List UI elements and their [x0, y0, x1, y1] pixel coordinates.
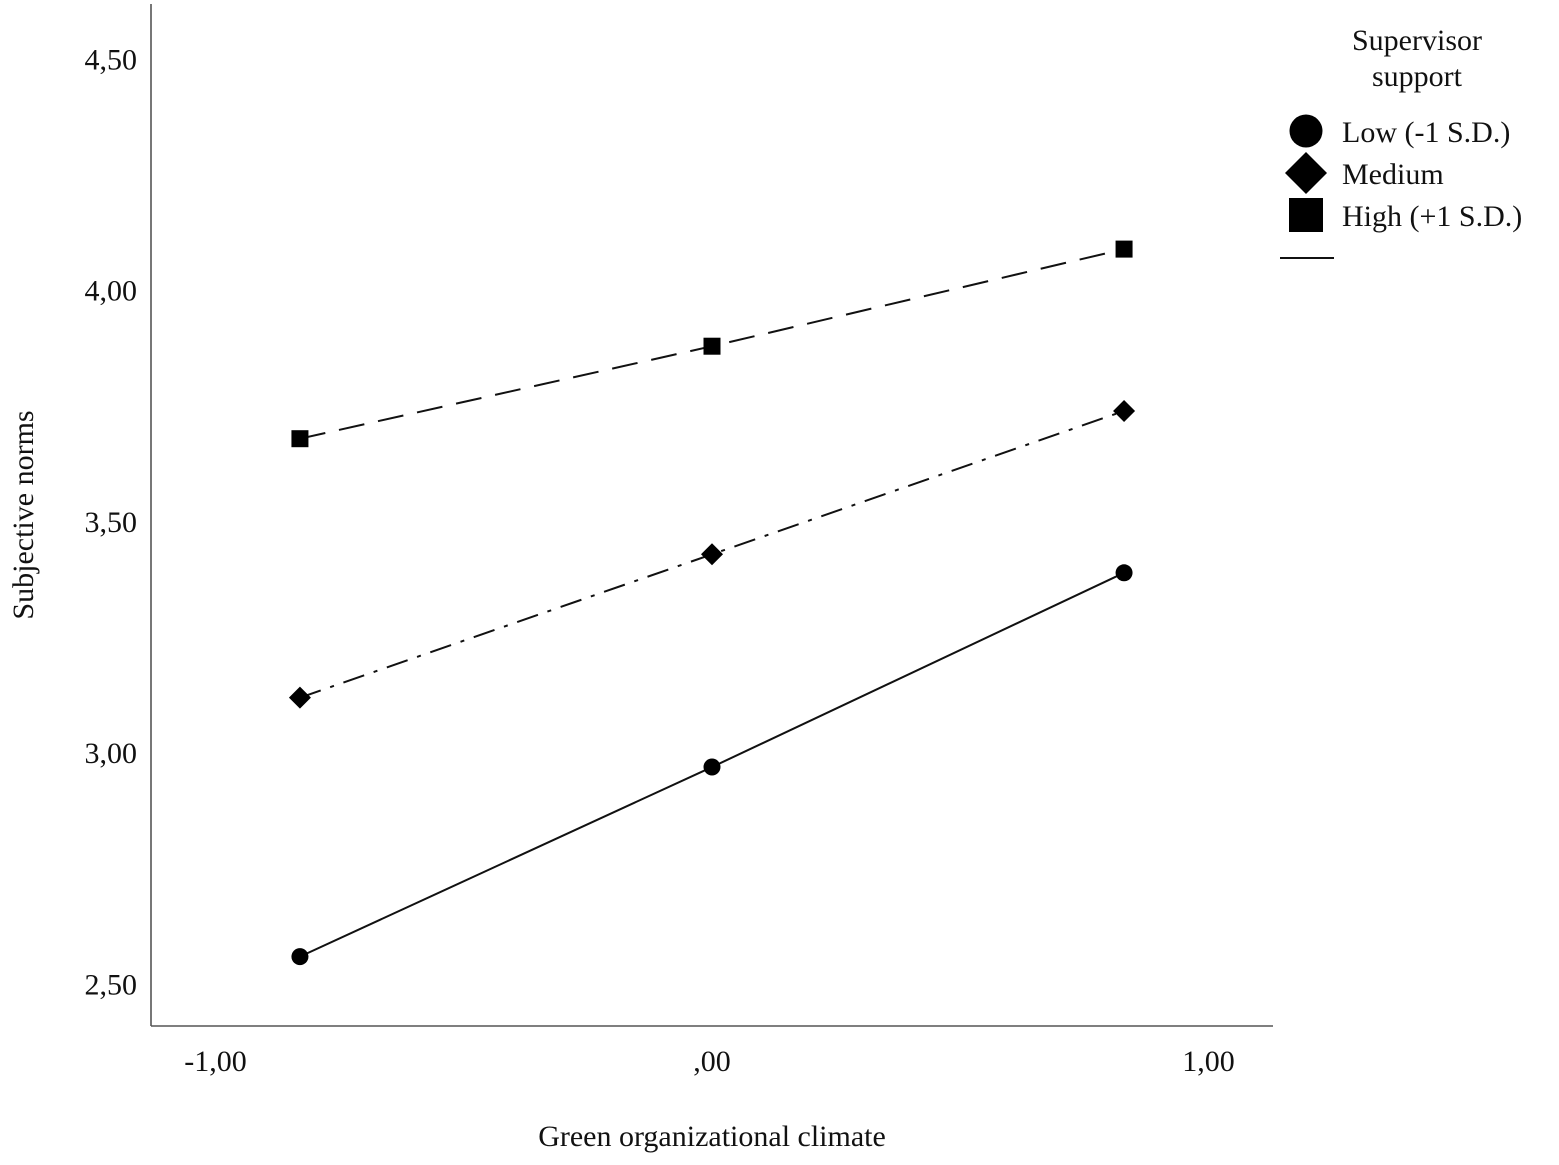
- y-tick-label: 3,50: [85, 506, 138, 539]
- legend-square-icon: [1289, 198, 1323, 232]
- data-point-circle: [1115, 564, 1133, 582]
- x-tick-label: -1,00: [184, 1045, 247, 1078]
- y-tick-label: 4,00: [85, 275, 138, 308]
- plot-area: 2,50 3,00 3,50 4,00 4,50 -1,00 ,00 1,00 Green or…: [7, 4, 1273, 1153]
- data-point-square: [703, 337, 721, 355]
- legend-label: Medium: [1342, 158, 1444, 191]
- data-point-circle: [291, 948, 309, 966]
- legend-label: Low (-1 S.D.): [1342, 116, 1510, 149]
- y-tick-label: 2,50: [85, 968, 138, 1001]
- data-point-diamond: [288, 686, 311, 709]
- data-point-diamond: [1113, 399, 1136, 422]
- data-point-square: [291, 430, 309, 448]
- x-axis-title: Green organizational climate: [538, 1120, 886, 1153]
- series-line-diamond: [299, 410, 1125, 699]
- y-tick-label: 4,50: [85, 43, 138, 76]
- legend-title: support: [1372, 60, 1463, 93]
- legend-label: High (+1 S.D.): [1342, 200, 1522, 233]
- legend-diamond-icon: [1285, 152, 1327, 194]
- data-point-square: [1115, 240, 1133, 258]
- x-tick-label: ,00: [693, 1045, 731, 1078]
- legend-circle-icon: [1289, 114, 1323, 148]
- data-point-circle: [703, 758, 721, 776]
- y-tick-label: 3,00: [85, 737, 138, 770]
- data-point-diamond: [701, 543, 723, 566]
- x-tick-label: 1,00: [1182, 1045, 1235, 1078]
- legend-title: Supervisor: [1352, 24, 1482, 57]
- y-axis-title: Subjective norms: [7, 410, 40, 619]
